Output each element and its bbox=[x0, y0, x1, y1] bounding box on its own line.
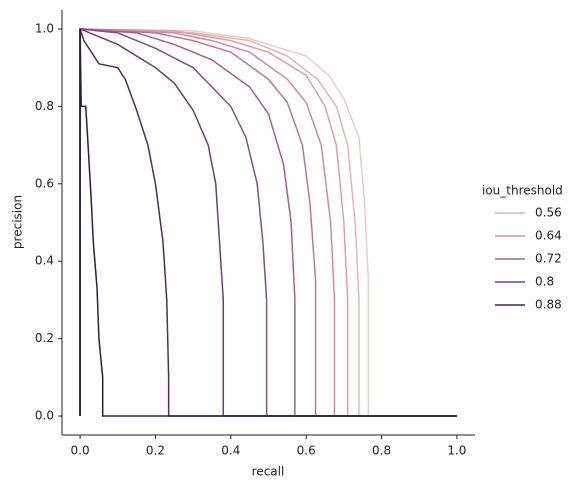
legend-title: iou_threshold bbox=[482, 184, 563, 198]
x-tick-label: 0.0 bbox=[71, 444, 90, 458]
y-tick-label: 0.6 bbox=[35, 176, 54, 190]
pr-curve bbox=[79, 28, 457, 417]
x-tick-label: 0.6 bbox=[297, 444, 316, 458]
pr-curve bbox=[79, 27, 457, 417]
y-tick-label: 0.4 bbox=[35, 254, 54, 268]
pr-curve bbox=[79, 28, 457, 417]
pr-curve bbox=[79, 28, 457, 417]
y-tick-label: 0.8 bbox=[35, 99, 54, 113]
y-axis-label: precision bbox=[11, 195, 25, 249]
x-tick-label: 0.4 bbox=[221, 444, 240, 458]
pr-curve bbox=[79, 28, 457, 417]
legend-label: 0.64 bbox=[535, 229, 562, 243]
legend-label: 0.8 bbox=[535, 275, 554, 289]
x-tick-label: 0.8 bbox=[372, 444, 391, 458]
y-tick-label: 0.2 bbox=[35, 331, 54, 345]
x-axis-label: recall bbox=[252, 465, 285, 479]
y-tick-label: 0.0 bbox=[35, 409, 54, 423]
legend-label: 0.88 bbox=[535, 298, 562, 312]
legend-label: 0.72 bbox=[535, 252, 562, 266]
pr-curve bbox=[79, 28, 457, 417]
legend-label: 0.56 bbox=[535, 206, 562, 220]
pr-curve bbox=[79, 28, 457, 417]
y-tick-label: 1.0 bbox=[35, 21, 54, 35]
pr-curve bbox=[79, 28, 457, 417]
x-tick-label: 0.2 bbox=[146, 444, 165, 458]
pr-curve bbox=[79, 28, 457, 417]
pr-curve bbox=[79, 28, 457, 417]
x-tick-label: 1.0 bbox=[447, 444, 466, 458]
